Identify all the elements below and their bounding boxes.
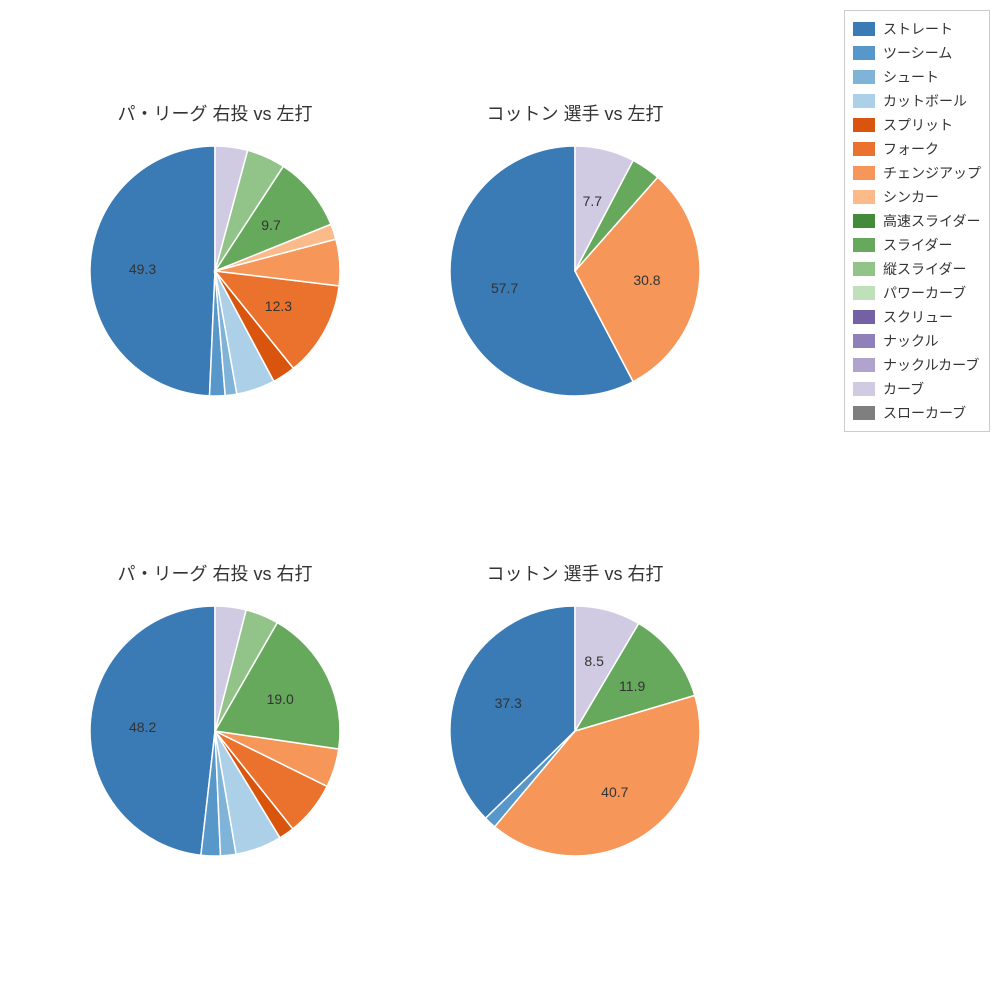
legend-label: スクリュー: [883, 307, 953, 327]
legend-label: フォーク: [883, 139, 939, 159]
pie-slice-label: 7.7: [583, 193, 602, 209]
pie-slice-label: 37.3: [495, 695, 522, 711]
legend-swatch: [853, 238, 875, 252]
legend-item: スライダー: [853, 233, 981, 257]
pie-slice-label: 49.3: [129, 261, 156, 277]
legend-label: カットボール: [883, 91, 967, 111]
pie-slice-label: 30.8: [633, 272, 660, 288]
pie-slice-label: 9.7: [261, 217, 280, 233]
legend-item: カットボール: [853, 89, 981, 113]
legend-item: スプリット: [853, 113, 981, 137]
legend-label: ナックルカーブ: [883, 355, 979, 375]
pie-slice-label: 57.7: [491, 280, 518, 296]
legend-label: ナックル: [883, 331, 939, 351]
pie-slice-label: 8.5: [584, 653, 603, 669]
legend-item: ツーシーム: [853, 41, 981, 65]
legend-label: チェンジアップ: [883, 163, 981, 183]
legend-label: ストレート: [883, 19, 953, 39]
legend-item: フォーク: [853, 137, 981, 161]
pie-chart: 49.3 12.3 9.7: [90, 146, 340, 396]
legend-item: 縦スライダー: [853, 257, 981, 281]
legend-swatch: [853, 46, 875, 60]
legend-label: シュート: [883, 67, 939, 87]
legend-item: スクリュー: [853, 305, 981, 329]
pie-slice-label: 40.7: [601, 784, 628, 800]
legend-label: スプリット: [883, 115, 953, 135]
chart-title: パ・リーグ 右投 vs 左打: [90, 100, 340, 126]
pie-chart: 48.2 19.0: [90, 606, 340, 856]
legend-swatch: [853, 94, 875, 108]
legend-item: チェンジアップ: [853, 161, 981, 185]
legend-item: ナックル: [853, 329, 981, 353]
legend-label: 高速スライダー: [883, 211, 980, 231]
legend-swatch: [853, 286, 875, 300]
chart-panel: パ・リーグ 右投 vs 右打 48.2 19.0: [90, 560, 340, 856]
legend-swatch: [853, 214, 875, 228]
legend-swatch: [853, 22, 875, 36]
chart-title: コットン 選手 vs 右打: [450, 560, 700, 586]
chart-panel: パ・リーグ 右投 vs 左打 49.3 12.3 9.7: [90, 100, 340, 396]
legend-item: ナックルカーブ: [853, 353, 981, 377]
legend-swatch: [853, 70, 875, 84]
pie-slice-label: 48.2: [129, 719, 156, 735]
legend-swatch: [853, 382, 875, 396]
legend: ストレートツーシームシュートカットボールスプリットフォークチェンジアップシンカー…: [844, 10, 990, 432]
legend-item: シュート: [853, 65, 981, 89]
chart-panel: コットン 選手 vs 左打 57.7 30.8 7.7: [450, 100, 700, 396]
legend-item: ストレート: [853, 17, 981, 41]
pie-slice-label: 11.9: [619, 678, 645, 694]
legend-label: 縦スライダー: [883, 259, 966, 279]
legend-label: カーブ: [883, 379, 924, 399]
legend-label: パワーカーブ: [883, 283, 966, 303]
chart-panel: コットン 選手 vs 右打 37.3 40.7 11.9 8.5: [450, 560, 700, 856]
chart-title: パ・リーグ 右投 vs 右打: [90, 560, 340, 586]
legend-swatch: [853, 118, 875, 132]
legend-swatch: [853, 166, 875, 180]
legend-swatch: [853, 142, 875, 156]
legend-item: パワーカーブ: [853, 281, 981, 305]
pie-chart: 57.7 30.8 7.7: [450, 146, 700, 396]
chart-title: コットン 選手 vs 左打: [450, 100, 700, 126]
legend-label: ツーシーム: [883, 43, 952, 63]
legend-item: 高速スライダー: [853, 209, 981, 233]
legend-label: スライダー: [883, 235, 952, 255]
legend-swatch: [853, 262, 875, 276]
legend-item: シンカー: [853, 185, 981, 209]
legend-item: スローカーブ: [853, 401, 981, 425]
pie-slice-label: 19.0: [267, 691, 294, 707]
legend-swatch: [853, 334, 875, 348]
legend-swatch: [853, 310, 875, 324]
legend-label: シンカー: [883, 187, 939, 207]
pie-chart: 37.3 40.7 11.9 8.5: [450, 606, 700, 856]
legend-item: カーブ: [853, 377, 981, 401]
legend-swatch: [853, 190, 875, 204]
pie-slice-label: 12.3: [265, 298, 292, 314]
legend-swatch: [853, 406, 875, 420]
legend-swatch: [853, 358, 875, 372]
legend-label: スローカーブ: [883, 403, 966, 423]
